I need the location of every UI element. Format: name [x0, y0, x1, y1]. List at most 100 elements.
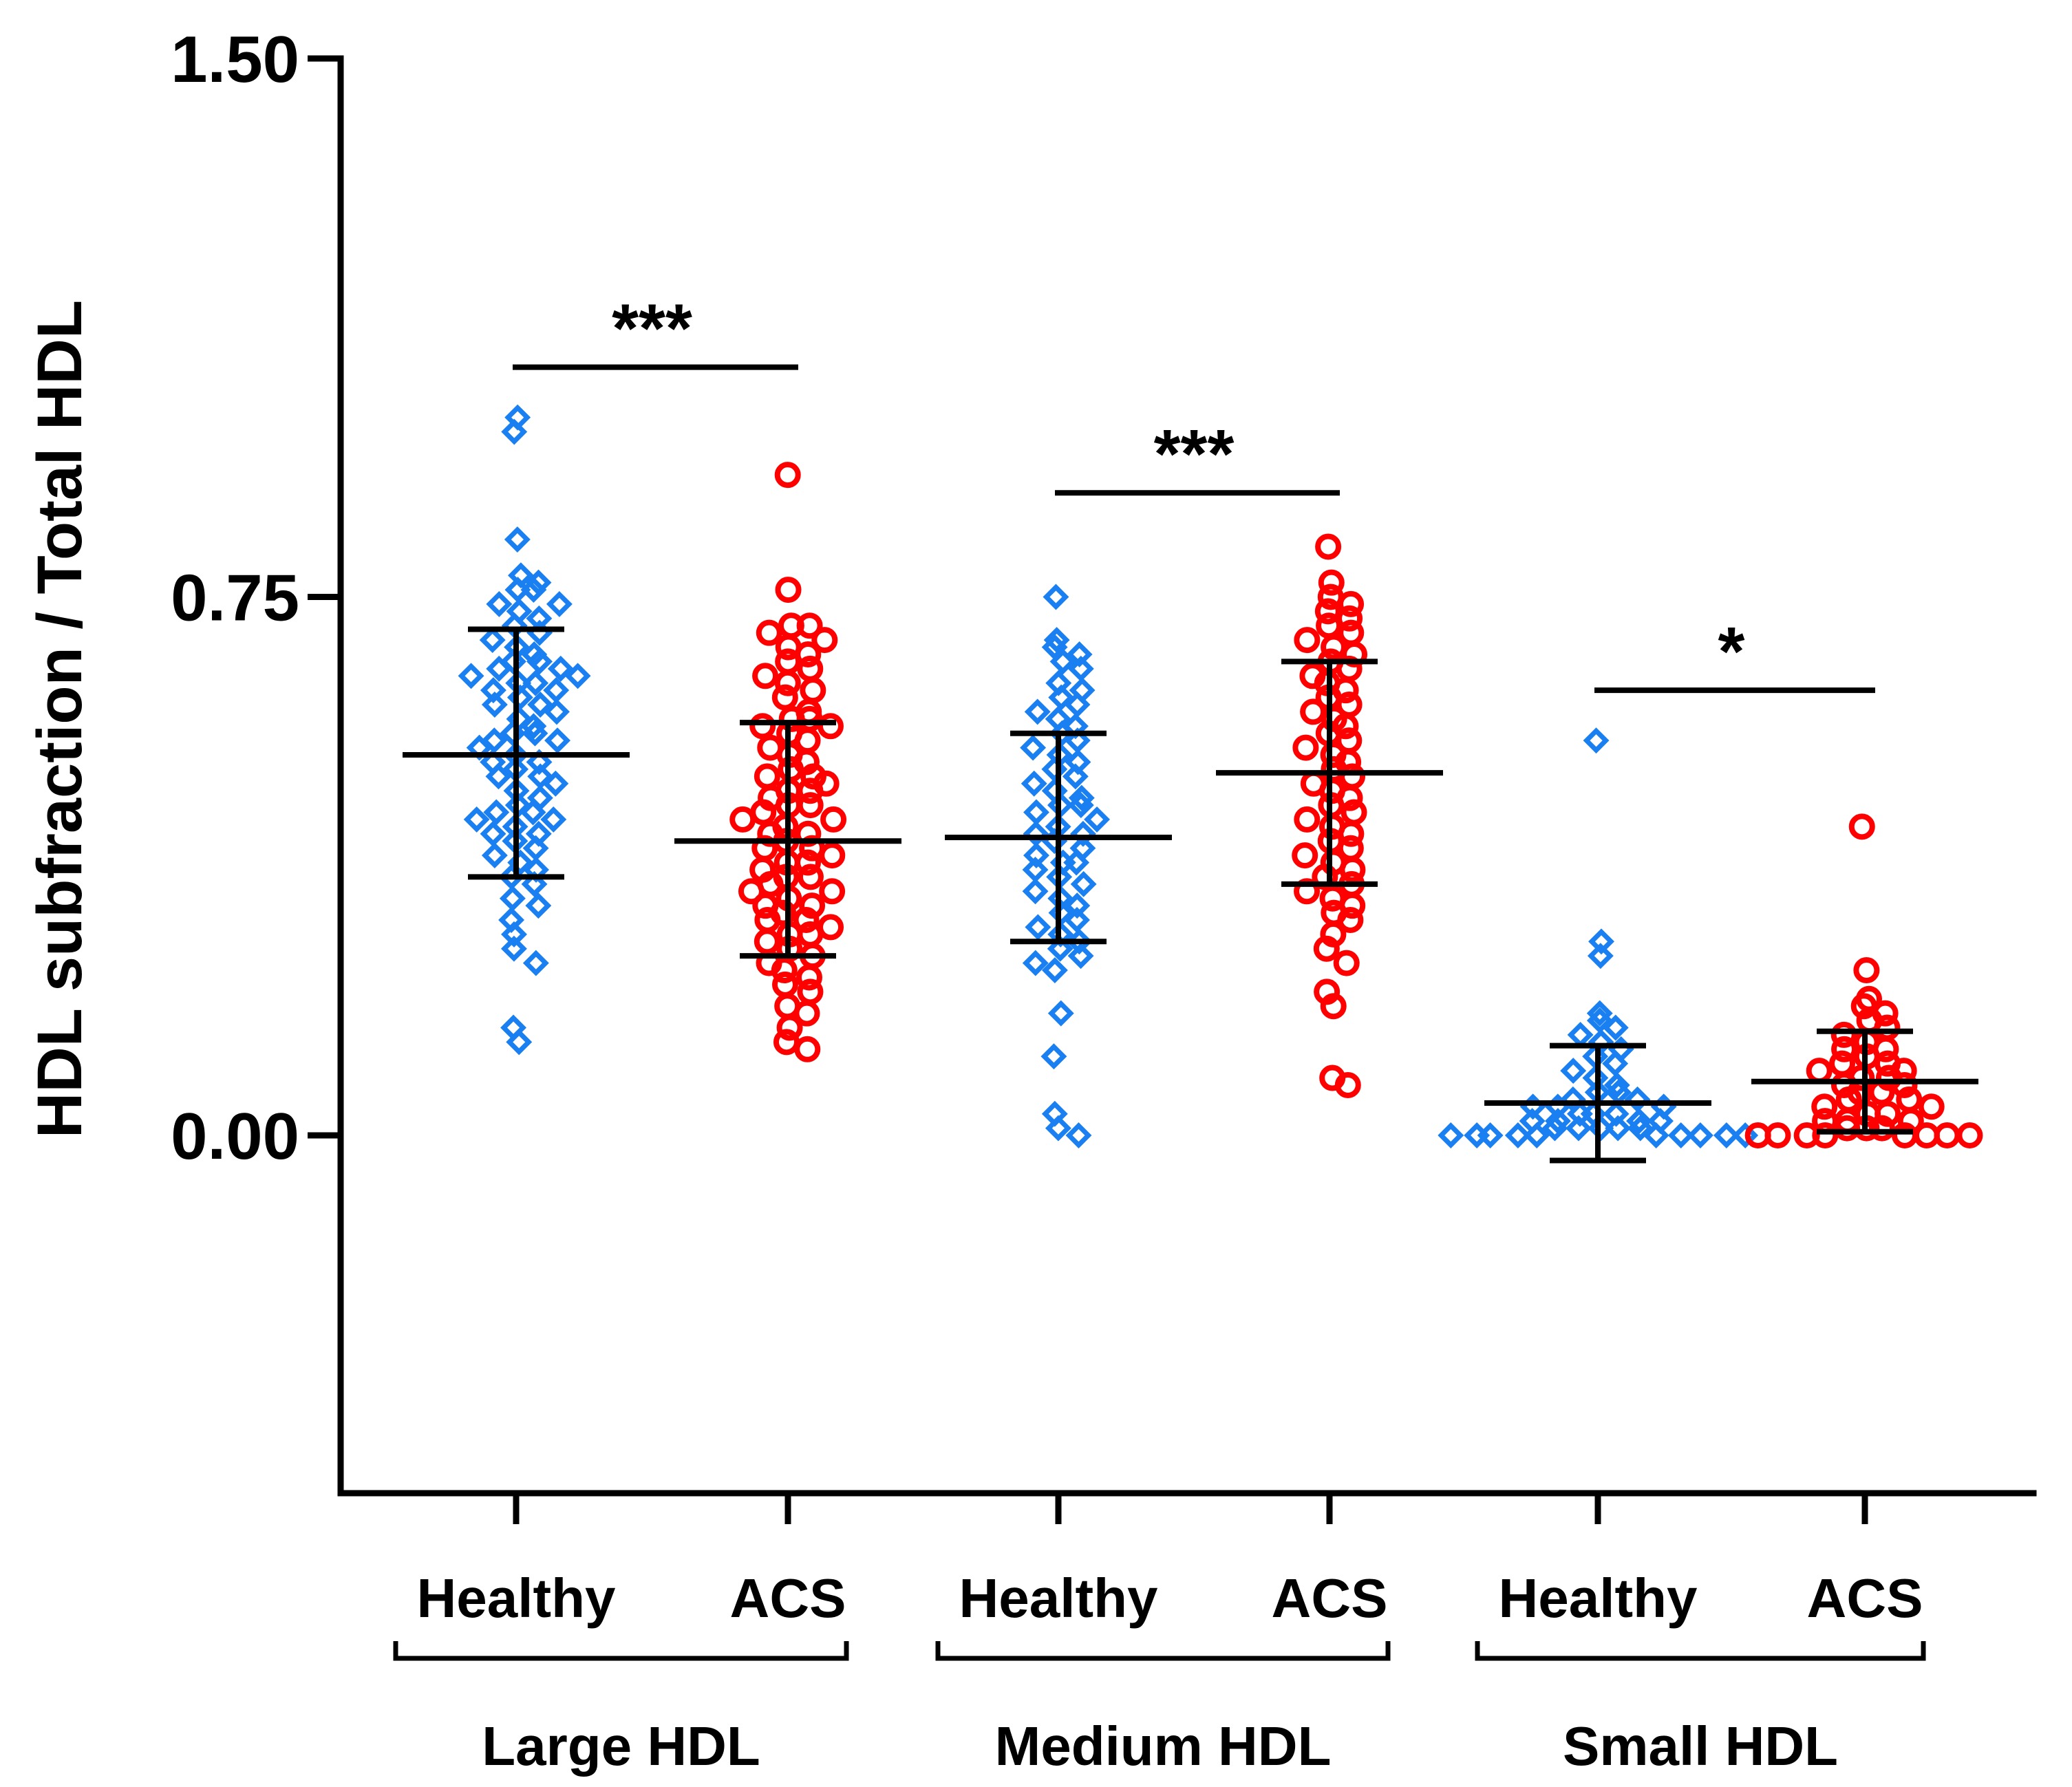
group-bracket: [1475, 1641, 1926, 1661]
healthy-point: [1524, 1122, 1550, 1148]
healthy-point: [500, 648, 526, 675]
healthy-point: [1067, 655, 1094, 682]
healthy-point: [1021, 770, 1047, 797]
healthy-point: [1541, 1115, 1568, 1142]
acs-point: [1934, 1122, 1961, 1148]
healthy-point: [520, 713, 547, 740]
healthy-point: [485, 763, 512, 790]
y-tick-label: 0.00: [171, 1100, 299, 1173]
x-category-label: Healthy: [959, 1567, 1158, 1629]
acs-point: [1292, 842, 1318, 869]
healthy-point: [1464, 1122, 1491, 1148]
acs-point: [1831, 1036, 1858, 1062]
healthy-point: [486, 590, 513, 617]
acs-point: [1848, 813, 1875, 840]
healthy-point: [1065, 1122, 1092, 1148]
healthy-point: [1567, 1021, 1594, 1048]
acs-point: [1294, 806, 1321, 833]
acs-point: [752, 663, 779, 689]
y-tick-label: 1.50: [171, 23, 299, 96]
healthy-point: [527, 692, 554, 718]
healthy-point: [1040, 1043, 1067, 1070]
acs-point: [1334, 1071, 1361, 1098]
healthy-point: [521, 870, 548, 897]
healthy-point: [1045, 1115, 1071, 1142]
acs-point: [1918, 1093, 1945, 1120]
acs-point: [820, 806, 847, 833]
acs-point: [1333, 950, 1360, 976]
healthy-point: [1587, 943, 1614, 970]
healthy-point: [500, 720, 526, 747]
healthy-point: [1583, 727, 1610, 754]
healthy-point: [543, 677, 570, 704]
group-bracket: [935, 1641, 1391, 1661]
acs-point: [1830, 1021, 1857, 1048]
healthy-point: [458, 663, 484, 689]
healthy-point: [1626, 1108, 1652, 1135]
acs-point: [1868, 1115, 1895, 1142]
group-bracket: [393, 1641, 849, 1661]
healthy-point: [1084, 806, 1111, 833]
healthy-point: [1603, 1072, 1630, 1098]
acs-point: [754, 928, 780, 955]
acs-point: [800, 677, 826, 704]
acs-point: [771, 684, 798, 711]
healthy-point: [1588, 928, 1614, 955]
acs-point: [794, 1036, 821, 1062]
acs-point: [1853, 957, 1880, 984]
healthy-point: [1438, 1122, 1464, 1148]
healthy-point: [1043, 627, 1070, 654]
healthy-point: [1048, 684, 1075, 711]
acs-point: [778, 705, 805, 732]
healthy-point: [463, 806, 490, 833]
acs-point: [775, 648, 802, 675]
healthy-point: [1043, 584, 1069, 610]
healthy-point: [483, 799, 510, 826]
acs-point: [1294, 878, 1321, 905]
healthy-point: [526, 619, 553, 646]
healthy-point: [526, 749, 553, 775]
acs-point: [1339, 856, 1366, 883]
acs-point: [1875, 1100, 1901, 1127]
healthy-point: [544, 727, 571, 754]
healthy-point: [1566, 1115, 1592, 1142]
acs-point: [797, 778, 824, 804]
acs-point: [754, 763, 780, 790]
acs-point: [817, 713, 844, 740]
acs-point: [811, 627, 838, 654]
acs-point: [1315, 533, 1342, 560]
y-axis-title: HDL subfraction / Total HDL: [25, 300, 95, 1138]
acs-point: [1793, 1122, 1820, 1148]
acs-point: [1314, 598, 1341, 625]
x-category-label: ACS: [730, 1567, 846, 1629]
healthy-point: [1627, 1115, 1654, 1142]
acs-point: [795, 849, 822, 876]
acs-point: [1744, 1122, 1771, 1148]
healthy-point: [1605, 1115, 1632, 1142]
acs-point: [796, 612, 823, 639]
acs-point: [1891, 1071, 1918, 1098]
healthy-point: [1070, 870, 1097, 897]
healthy-point: [522, 720, 548, 747]
healthy-point: [1586, 1007, 1613, 1034]
significance-marker: ***: [612, 290, 692, 367]
acs-point: [756, 619, 782, 646]
acs-point: [819, 842, 846, 869]
healthy-point: [1064, 907, 1090, 933]
x-category-label: Healthy: [417, 1567, 616, 1629]
group-label: Large HDL: [482, 1715, 760, 1777]
healthy-point: [506, 1029, 533, 1056]
acs-point: [1292, 734, 1319, 761]
healthy-point: [501, 921, 527, 948]
healthy-point: [500, 935, 527, 962]
healthy-point: [1069, 820, 1096, 847]
healthy-point: [1586, 1000, 1613, 1027]
acs-point: [1834, 1115, 1861, 1142]
healthy-point: [544, 698, 570, 725]
x-category-label: Healthy: [1499, 1567, 1698, 1629]
healthy-point: [540, 806, 567, 833]
acs-point: [775, 577, 802, 603]
y-tick-label: 0.75: [171, 561, 299, 635]
healthy-point: [1023, 842, 1049, 869]
